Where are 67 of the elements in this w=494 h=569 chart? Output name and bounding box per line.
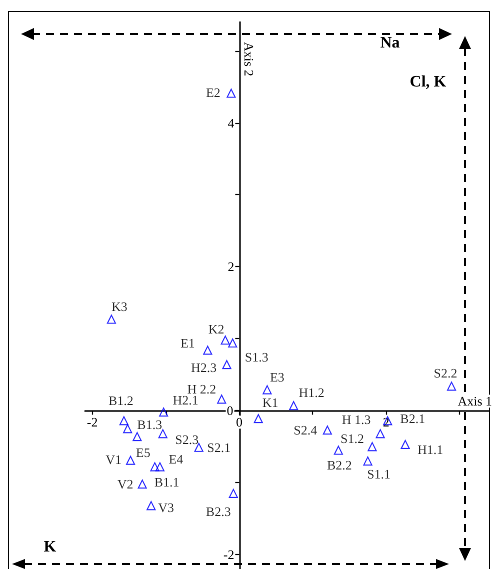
- text: K: [44, 538, 57, 556]
- point: [146, 501, 156, 510]
- point: [123, 424, 132, 434]
- data-label: S2.1: [207, 440, 231, 455]
- point: [289, 401, 298, 410]
- point: [254, 414, 263, 424]
- data-label: B1.2: [108, 393, 134, 408]
- data-label: B1.3: [137, 417, 162, 432]
- data-label: S1.2: [340, 431, 364, 446]
- point: [203, 346, 212, 355]
- data-label: E3: [270, 369, 284, 384]
- data-label: H1.1: [417, 442, 444, 457]
- data-label: S2.3: [175, 432, 199, 448]
- point: [155, 462, 164, 472]
- data-label: V1: [106, 452, 122, 467]
- data-label: H1.2: [298, 385, 324, 400]
- y-tick-label: 4: [228, 115, 235, 130]
- data-label: B2.1: [400, 411, 426, 426]
- data-label: B1.1: [154, 474, 180, 490]
- data-label: S1.1: [367, 466, 391, 482]
- data-label: K2: [208, 322, 224, 337]
- point: [400, 440, 410, 450]
- point: [228, 488, 238, 498]
- y-axis-title: Axis 2: [241, 42, 256, 76]
- point: [126, 456, 136, 465]
- point: [262, 385, 272, 394]
- y-tick-label: -2: [223, 547, 234, 562]
- data-label: B2.3: [206, 504, 231, 519]
- data-label: K1: [262, 395, 278, 410]
- point: [150, 462, 160, 472]
- data-label: V2: [117, 476, 134, 492]
- y-tick-label: 0: [226, 403, 234, 418]
- point: [132, 432, 142, 442]
- data-label: K3: [112, 298, 128, 314]
- data-label: E4: [168, 451, 184, 466]
- point: [158, 429, 168, 438]
- annotation: Na: [380, 34, 400, 52]
- point: [138, 480, 147, 489]
- data-label: S2.4: [294, 422, 318, 438]
- point: [226, 88, 236, 98]
- point: [119, 416, 128, 426]
- data-label: S1.3: [244, 350, 268, 365]
- point: [194, 442, 204, 452]
- data-label: E5: [136, 445, 150, 460]
- point: [220, 336, 230, 345]
- point: [334, 446, 343, 455]
- point: [446, 382, 456, 391]
- point: [222, 360, 232, 370]
- point: [368, 442, 377, 452]
- data-label: V3: [158, 500, 174, 516]
- data-label: H2.3: [190, 360, 217, 376]
- point: [159, 408, 168, 417]
- point: [363, 456, 372, 466]
- data-label: E2: [206, 84, 220, 100]
- point: [322, 426, 332, 435]
- data-label: B2.2: [326, 458, 352, 473]
- point: [376, 429, 385, 438]
- x-tick-label: -2: [86, 414, 98, 430]
- data-label: H 1.3: [342, 412, 371, 428]
- data-label: E1: [180, 336, 195, 351]
- point: [106, 314, 116, 324]
- point: [217, 394, 226, 404]
- point: [228, 338, 238, 348]
- annotation: Cl, K: [410, 74, 447, 90]
- data-label: S2.2: [434, 366, 458, 381]
- y-tick-label: 2: [228, 259, 234, 274]
- x-axis-title: Axis 1: [458, 394, 492, 409]
